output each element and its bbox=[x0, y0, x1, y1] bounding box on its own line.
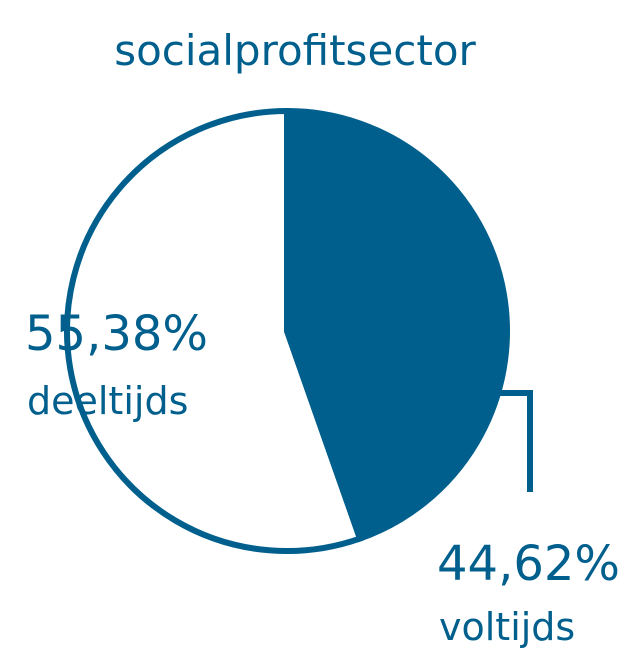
chart-title: socialprofitsector bbox=[114, 26, 476, 75]
pie-slice bbox=[284, 107, 510, 543]
leader-line bbox=[500, 390, 533, 492]
value-label: 44,62% bbox=[437, 536, 620, 592]
category-label: deeltijds bbox=[27, 379, 188, 423]
value-label: 55,38% bbox=[25, 306, 208, 362]
pie bbox=[64, 107, 510, 554]
category-label: voltijds bbox=[439, 605, 575, 649]
